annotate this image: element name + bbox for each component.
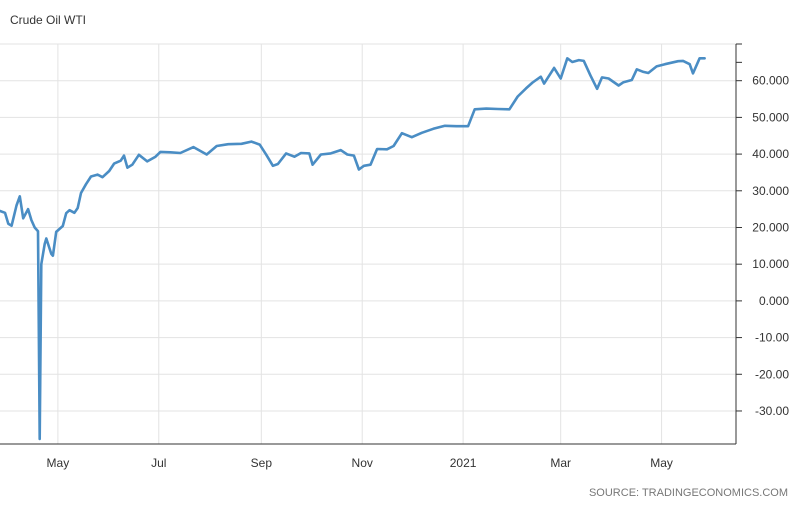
x-tick-label: Sep: [251, 456, 273, 470]
y-tick-label: 0.000: [759, 294, 789, 308]
x-tick-label: Mar: [550, 456, 571, 470]
x-tick-label: Jul: [151, 456, 166, 470]
x-tick-label: 2021: [450, 456, 477, 470]
y-tick-label: 50.000: [752, 110, 789, 124]
x-axis: May Jul Sep Nov 2021 Mar May: [47, 456, 673, 470]
y-tick-label: 60.000: [752, 74, 789, 88]
y-axis: 60.000 50.000 40.000 30.000 20.000 10.000 0.00…: [0, 43, 789, 445]
y-tick-label: -20.00: [755, 367, 789, 381]
series-line: [0, 56, 706, 441]
chart-title: Crude Oil WTI: [10, 13, 86, 27]
y-tick-label: 30.000: [752, 184, 789, 198]
gridlines: [0, 43, 736, 444]
y-tick-label: 20.000: [752, 220, 789, 234]
x-tick-label: May: [650, 456, 673, 470]
y-tick-label: 10.000: [752, 257, 789, 271]
y-tick-label: -10.00: [755, 331, 789, 345]
y-tick-label: 40.000: [752, 147, 789, 161]
source-label: SOURCE: TRADINGECONOMICS.COM: [589, 487, 788, 499]
x-tick-label: Nov: [352, 456, 373, 470]
x-tick-label: May: [47, 456, 70, 470]
y-tick-label: -30.00: [755, 404, 789, 418]
series-layer: [0, 56, 706, 441]
